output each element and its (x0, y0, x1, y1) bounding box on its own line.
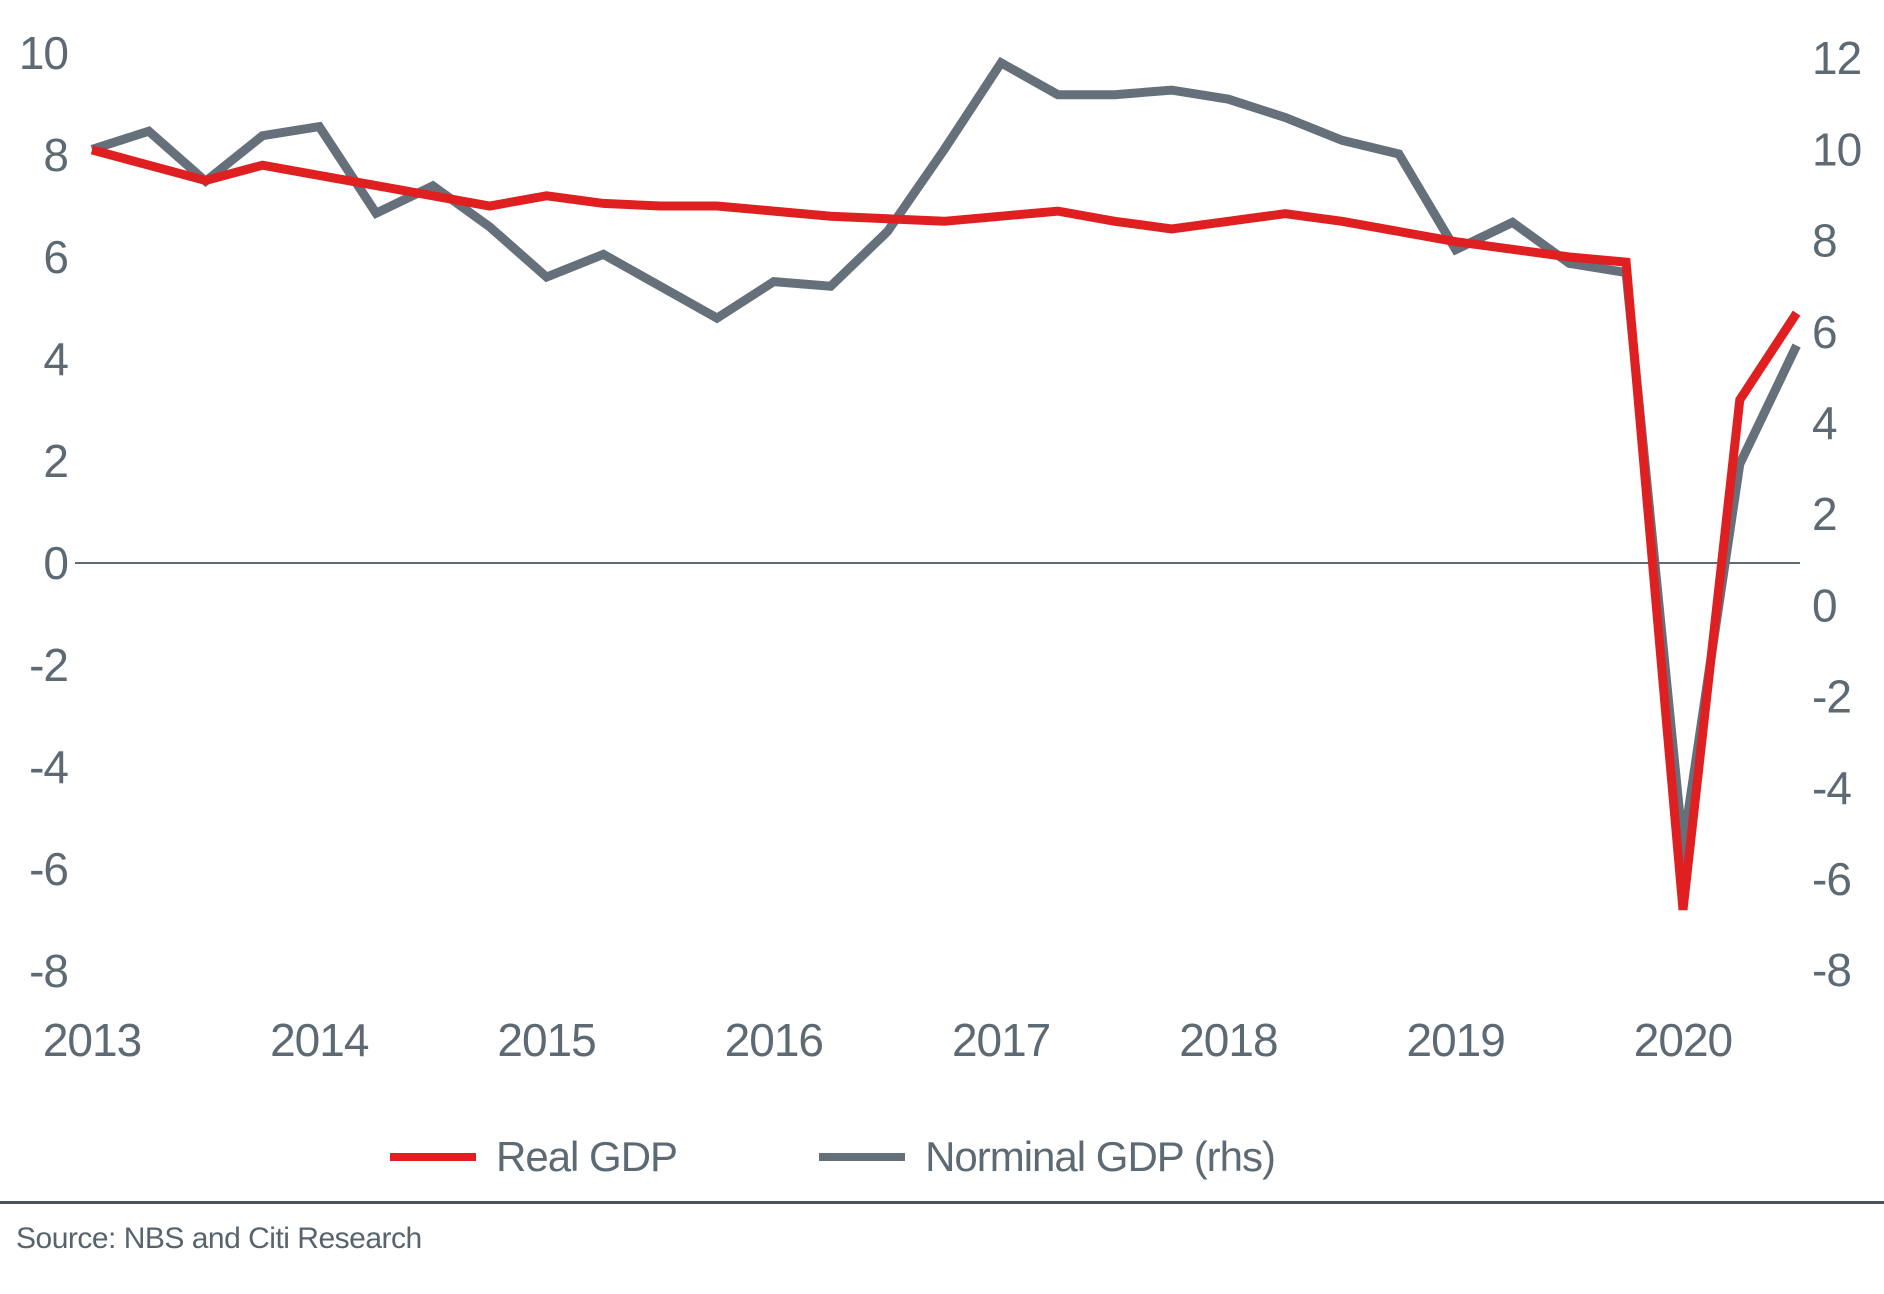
right-axis-tick-label: 8 (1812, 215, 1837, 267)
left-axis-tick-label: 2 (43, 435, 68, 487)
source-note: Source: NBS and Citi Research (16, 1222, 422, 1255)
series-lines (75, 56, 1801, 911)
left-axis-tick-label: 10 (19, 27, 68, 79)
left-axis-tick-label: 6 (43, 231, 68, 283)
right-axis-tick-label: -6 (1812, 853, 1851, 905)
right-axis-tick-label: 6 (1812, 306, 1837, 358)
x-axis: 2013 2014 2015 2016 2017 2018 2019 2020 (43, 1014, 1733, 1066)
x-axis-year-label: 2014 (270, 1014, 369, 1066)
left-axis-tick-label: 4 (43, 333, 68, 385)
left-axis-tick-label: 8 (43, 129, 68, 181)
right-axis-tick-label: -2 (1812, 671, 1851, 723)
real-gdp-line-swatch (390, 1153, 476, 1161)
right-axis-tick-label: 0 (1812, 579, 1837, 631)
footer-divider (0, 1201, 1884, 1204)
right-axis-tick-label: -4 (1812, 762, 1851, 814)
nominal-gdp-line (90, 56, 1801, 884)
x-axis-year-label: 2013 (43, 1014, 141, 1066)
x-axis-year-label: 2015 (497, 1014, 595, 1066)
right-axis-tick-label: -8 (1812, 944, 1851, 996)
legend-label-real-gdp: Real GDP (496, 1133, 678, 1180)
legend: Real GDP Norminal GDP (rhs) (390, 1128, 1276, 1186)
right-axis-tick-label: 4 (1812, 397, 1837, 449)
left-axis-tick-label: -4 (29, 741, 68, 793)
left-axis-tick-label: -2 (29, 639, 68, 691)
left-axis-tick-label: 0 (43, 537, 68, 589)
right-axis-tick-label: 10 (1812, 123, 1861, 175)
legend-item-nominal-gdp: Norminal GDP (rhs) (819, 1133, 1276, 1181)
x-axis-year-label: 2018 (1179, 1014, 1277, 1066)
right-axis: 12 10 8 6 4 2 0 -2 -4 -6 -8 (1812, 32, 1862, 996)
x-axis-year-label: 2019 (1407, 1014, 1505, 1066)
real-gdp-line (90, 145, 1801, 911)
left-axis-tick-label: -8 (29, 945, 68, 997)
x-axis-year-label: 2016 (725, 1014, 823, 1066)
left-axis: 10 8 6 4 2 0 -2 -4 -6 -8 (19, 27, 70, 997)
x-axis-year-label: 2017 (952, 1014, 1050, 1066)
legend-item-real-gdp: Real GDP (390, 1133, 678, 1181)
legend-label-nominal-gdp: Norminal GDP (rhs) (925, 1133, 1276, 1180)
left-axis-tick-label: -6 (29, 843, 68, 895)
x-axis-year-label: 2020 (1634, 1014, 1732, 1066)
nominal-gdp-line-swatch (819, 1153, 906, 1161)
right-axis-tick-label: 12 (1812, 32, 1861, 84)
right-axis-tick-label: 2 (1812, 488, 1837, 540)
